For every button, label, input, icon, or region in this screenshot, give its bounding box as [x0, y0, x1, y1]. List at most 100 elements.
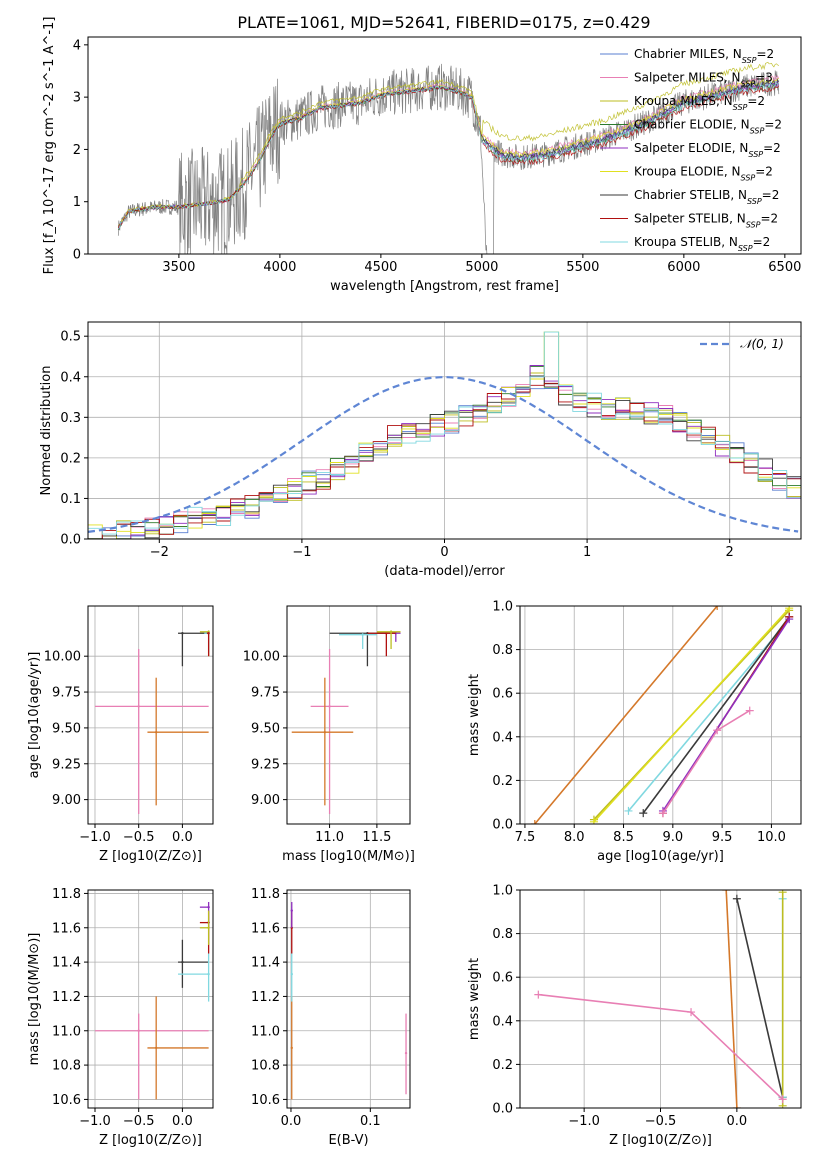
y-tick-label: 1.0 — [492, 600, 513, 615]
y-tick-label: 0.1 — [60, 492, 81, 507]
x-tick-label: 0.0 — [172, 1114, 193, 1129]
y-tick-label: 0.5 — [60, 330, 81, 345]
plot-area — [88, 890, 213, 1108]
data-point — [389, 630, 393, 634]
y-tick-label: 0.8 — [492, 643, 513, 658]
legend-label: Kroupa STELIB, NSSP=2 — [634, 235, 770, 253]
plot-area — [88, 322, 801, 539]
x-tick-label: −1.0 — [79, 1114, 111, 1129]
weight-marker — [732, 894, 741, 903]
weight-marker — [713, 726, 722, 735]
x-tick-label: 0.0 — [281, 1114, 302, 1129]
x-tick-label: 6500 — [768, 260, 801, 275]
y-tick-label: 11.2 — [52, 990, 81, 1005]
x-tick-label: −1.0 — [568, 1114, 600, 1129]
plot-area — [287, 606, 410, 824]
x-tick-label: 11.0 — [315, 830, 344, 845]
data-point — [290, 972, 293, 976]
y-tick-label: 9.25 — [52, 757, 81, 772]
weight-line-4 — [642, 616, 790, 814]
y-axis-label: mass weight — [467, 674, 482, 756]
axes-frame — [87, 36, 802, 255]
data-point — [385, 632, 388, 635]
data-point — [181, 960, 184, 964]
x-tick-label: 4000 — [263, 260, 296, 275]
y-axis-label: mass weight — [467, 958, 482, 1040]
x-axis-label: E(B-V) — [328, 1133, 368, 1148]
y-tick-label: 11.6 — [251, 921, 280, 936]
weight-marker — [732, 1104, 741, 1108]
weight-marker — [534, 990, 543, 999]
weight-marker — [624, 806, 633, 815]
plot-area — [520, 606, 801, 824]
y-tick-label: 2 — [73, 143, 81, 158]
y-tick-label: 10.8 — [251, 1059, 280, 1074]
legend-label: Chabrier MILES, NSSP=2 — [634, 47, 774, 65]
axes-frame — [87, 889, 214, 1109]
plot-area — [117, 61, 780, 254]
y-tick-label: 0.2 — [60, 451, 81, 466]
y-tick-label: 9.00 — [52, 793, 81, 808]
y-tick-label: 0.4 — [60, 370, 81, 385]
y-tick-label: 0.3 — [60, 411, 81, 426]
axes-frame — [87, 321, 802, 540]
weight-marker — [713, 606, 722, 610]
y-tick-label: 9.25 — [251, 757, 280, 772]
weight-marker — [778, 1095, 787, 1104]
y-tick-label: 10.00 — [44, 650, 81, 665]
x-tick-label: 0.0 — [727, 1114, 748, 1129]
y-tick-label: 10.6 — [251, 1093, 280, 1108]
y-tick-label: 0.0 — [60, 533, 81, 548]
x-tick-label: −1 — [292, 545, 311, 560]
weight-marker — [589, 817, 598, 824]
x-axis-label: age [log10(age/yr)] — [597, 849, 724, 864]
x-axis-label: wavelength [Angstrom, rest frame] — [330, 279, 559, 294]
chart-age-vs-mass: 11.0 11.5 9.00 9.25 9.50 9.75 10.00 mass [log10… — [243, 605, 415, 864]
y-tick-label: 0.0 — [492, 1102, 513, 1117]
weight-line-0 — [534, 606, 718, 824]
observed-spectrum — [117, 63, 780, 254]
y-tick-label: 11.0 — [251, 1024, 280, 1039]
y-tick-label: 0.0 — [492, 818, 513, 833]
chart-age-vs-Z: −1.0 −0.5 0.0 9.00 9.25 9.50 9.75 10.00 Z [log10… — [27, 605, 214, 864]
x-tick-label: 4500 — [364, 260, 397, 275]
y-axis-label: mass [log10(M/M⊙)] — [27, 933, 42, 1066]
plot-area — [520, 890, 801, 1108]
x-tick-label: 5500 — [566, 260, 599, 275]
y-tick-label: 11.0 — [52, 1024, 81, 1039]
y-tick-label: 0.6 — [492, 971, 513, 986]
y-tick-label: 11.4 — [52, 956, 81, 971]
data-point — [207, 905, 210, 909]
axes-frame — [286, 605, 411, 825]
y-tick-label: 1 — [73, 195, 81, 210]
x-tick-label: −1.0 — [79, 830, 111, 845]
weight-marker — [785, 606, 794, 613]
x-tick-label: 6000 — [667, 260, 700, 275]
x-axis-label: mass [log10(M/M⊙)] — [282, 849, 415, 864]
x-tick-label: 0 — [440, 545, 448, 560]
weight-marker — [639, 809, 648, 818]
weight-marker — [687, 1008, 696, 1017]
x-tick-label: −0.5 — [123, 830, 155, 845]
data-point — [323, 731, 327, 734]
weight-marker — [722, 890, 731, 894]
x-tick-label: 2 — [726, 545, 734, 560]
y-tick-label: 0.8 — [492, 927, 513, 942]
axes-frame — [519, 605, 802, 825]
residual-hist-6 — [88, 375, 801, 539]
legend-label: 𝒩(0, 1) — [740, 337, 784, 351]
model-spectrum-8 — [118, 81, 779, 230]
legend-label: Salpeter ELODIE, NSSP=2 — [634, 141, 781, 159]
figure-title: PLATE=1061, MJD=52641, FIBERID=0175, z=0… — [237, 13, 650, 32]
x-axis-label: Z [log10(Z/Z⊙)] — [609, 1133, 712, 1148]
x-tick-label: 7.5 — [515, 830, 536, 845]
weight-line-1 — [736, 898, 784, 1098]
legend-label: Salpeter STELIB, NSSP=2 — [634, 212, 778, 230]
x-tick-label: 9.0 — [662, 830, 683, 845]
data-point — [361, 633, 364, 636]
y-tick-label: 10.00 — [243, 650, 280, 665]
legend-label: Chabrier STELIB, NSSP=2 — [634, 188, 779, 206]
data-point — [207, 632, 210, 635]
x-axis-label: Z [log10(Z/Z⊙)] — [99, 849, 202, 864]
axes-frame — [286, 889, 411, 1109]
